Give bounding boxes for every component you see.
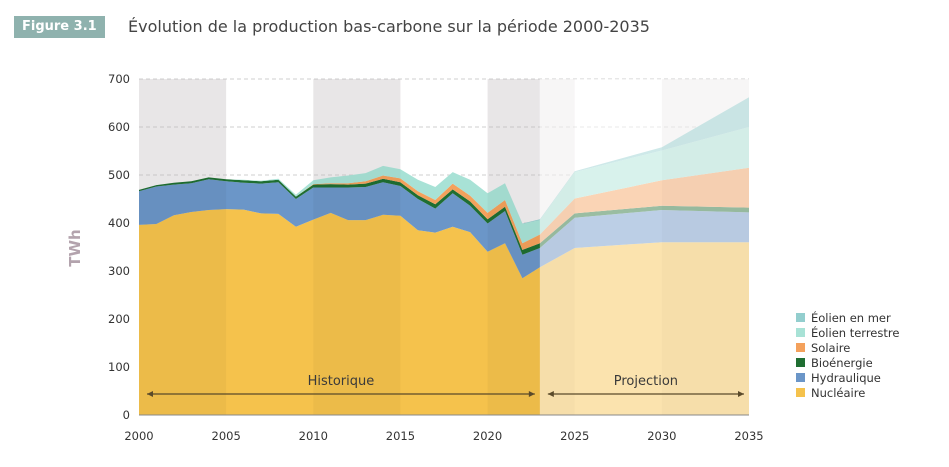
legend-item: Éolien terrestre — [796, 326, 906, 341]
x-tick-label: 2000 — [124, 429, 153, 443]
legend-swatch — [796, 313, 805, 322]
band-tint — [488, 79, 540, 415]
legend-item: Nucléaire — [796, 386, 906, 401]
legend: Éolien en mer Éolien terrestre Solaire Bioé… — [796, 311, 906, 401]
area-hydraulique — [139, 179, 749, 279]
y-tick-label: 400 — [108, 216, 130, 230]
legend-label: Nucléaire — [811, 386, 866, 400]
legend-label: Bioénergie — [811, 356, 873, 370]
legend-item: Éolien en mer — [796, 311, 906, 326]
legend-label: Éolien terrestre — [811, 326, 900, 340]
chart-title: Évolution de la production bas-carbone s… — [128, 17, 650, 36]
projection-wash — [539, 79, 749, 415]
y-tick-label: 100 — [108, 360, 130, 374]
x-tick-label: 2005 — [212, 429, 241, 443]
y-tick-label: 500 — [108, 168, 130, 182]
y-tick-label: 200 — [108, 312, 130, 326]
y-tick-label: 700 — [108, 72, 130, 86]
legend-item: Bioénergie — [796, 356, 906, 371]
arrowhead-left-icon — [147, 391, 153, 397]
band-tint — [139, 79, 226, 415]
figure-badge: Figure 3.1 — [14, 16, 105, 38]
legend-swatch — [796, 388, 805, 397]
arrowhead-right-icon — [738, 391, 744, 397]
y-tick-label: 0 — [123, 408, 130, 422]
arrowhead-right-icon — [528, 391, 535, 397]
annotation-label: Projection — [614, 374, 678, 389]
band-tint-projection — [662, 79, 749, 415]
y-tick-label: 300 — [108, 264, 130, 278]
x-tick-label: 2030 — [647, 429, 676, 443]
x-tick-label: 2020 — [473, 429, 502, 443]
legend-swatch — [796, 358, 805, 367]
arrowhead-left-icon — [547, 391, 554, 397]
area-eolien-terrestre — [139, 127, 749, 244]
x-tick-label: 2010 — [299, 429, 328, 443]
annotation-label: Historique — [308, 374, 375, 389]
legend-label: Solaire — [811, 341, 851, 355]
y-axis-label: TWh — [66, 229, 84, 266]
x-tick-label: 2015 — [386, 429, 415, 443]
x-tick-label: 2025 — [560, 429, 589, 443]
band-tint — [313, 79, 400, 415]
legend-swatch — [796, 373, 805, 382]
legend-item: Solaire — [796, 341, 906, 356]
legend-swatch — [796, 343, 805, 352]
legend-swatch — [796, 328, 805, 337]
annotations: Historique Projection — [147, 374, 744, 397]
band-tint-projection — [540, 79, 575, 415]
legend-item: Hydraulique — [796, 371, 906, 386]
legend-label: Éolien en mer — [811, 311, 891, 325]
x-tick-label: 2035 — [734, 429, 763, 443]
y-tick-label: 600 — [108, 120, 130, 134]
legend-label: Hydraulique — [811, 371, 881, 385]
axes: 0 100 200 300 400 500 600 700 2000 2005 2010 2015 20… — [108, 72, 764, 443]
projection-overlay — [139, 79, 749, 415]
